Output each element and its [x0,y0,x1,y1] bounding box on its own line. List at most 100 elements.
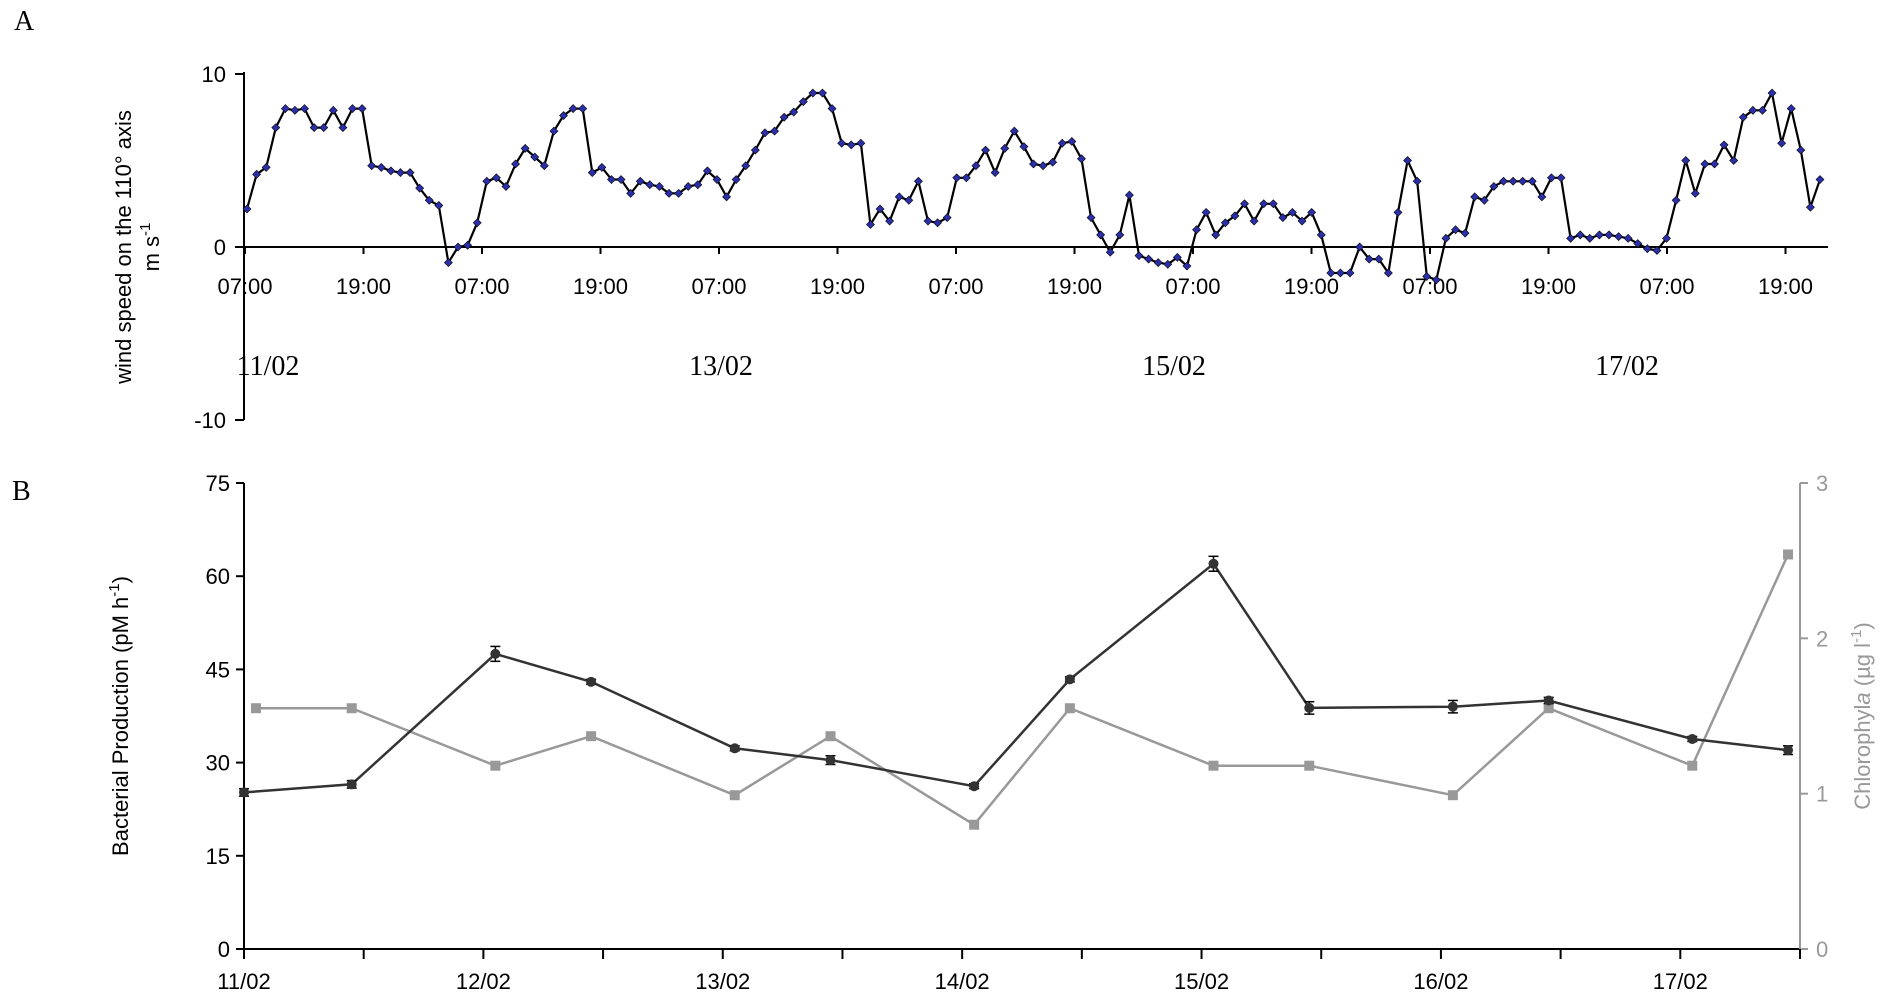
panel-a-wind-point [1307,207,1317,217]
panel-a-wind-point [1240,199,1249,209]
panel-a-wind-point [1556,173,1566,183]
panel-a-wind-point [348,104,357,114]
panel-a-wind-point [913,176,923,186]
panel-a-wind-point [1403,156,1412,165]
panel-a-wind-point [933,218,943,228]
chlorophyll-point [250,703,261,714]
panel-a-wind-point [1326,268,1336,278]
bacterial-production-point [969,781,980,792]
panel-a-wind-point [1124,190,1134,200]
panel-a-time-tick-label: 19:00 [336,274,391,299]
panel-a-wind-point [1297,216,1307,226]
panel-a-wind-point [818,88,827,98]
panel-b-left-tick-label: 0 [218,937,230,962]
panel-a-wind-point [357,104,367,114]
bacterial-production-point [1064,674,1075,685]
panel-a-wind-point [1527,176,1537,186]
panel-a-wind-point [1172,252,1182,262]
panel-b-series [239,549,1794,830]
panel-a-wind-point [328,105,338,115]
panel-a-wind-point [981,145,990,155]
panel-a-wind-point [1767,88,1777,98]
panel-a-wind-point [1096,230,1106,240]
panel-a-time-tick-label: 07:00 [691,274,746,299]
panel-a-wind-point [885,216,895,226]
panel-a-wind-point [1038,161,1048,171]
panel-b-y2label: Chlorophyla (µg l-1) [1848,622,1875,809]
chlorophyll-point [1064,703,1075,714]
panel-a-time-tick-label: 19:00 [573,274,628,299]
panel-a-wind-point [731,175,741,184]
panel-a-wind-point [376,162,386,172]
chlorophyll-point [969,819,980,830]
panel-a-ylabel-unit-sup: -1 [137,223,154,236]
panel-a-wind-point [1288,207,1297,217]
panel-a-wind-point [607,175,616,184]
panel-a-wind-point [415,183,425,193]
panel-a-wind-point [1431,275,1441,285]
panel-a-wind-point [952,173,962,183]
panel-a-wind-point [923,216,933,226]
panel-b-y2label-unit: (µg l [1850,643,1875,692]
panel-a-time-tick-label: 19:00 [810,274,865,299]
panel-b-y2label-prefix: Chlorophyl [1850,705,1875,810]
panel-a-wind-point [396,168,405,178]
panel-a-wind-point [990,168,1000,178]
panel-a-wind-point [664,188,674,198]
panel-a-wind-point [722,192,731,202]
panel-a-wind-point [1729,156,1739,165]
panel-a-wind-point [1710,159,1719,169]
bacterial-production-point [1447,701,1458,712]
panel-a-wind-point [271,123,281,133]
panel-a-date-label: 15/02 [1142,351,1206,382]
panel-a-wind-point [491,173,501,183]
panel-a-wind-point [1441,233,1451,243]
panel-a-wind-point [1479,195,1489,205]
panel-a-wind-point [683,182,693,191]
panel-a-wind-point [1115,230,1125,240]
panel-a-wind-point [779,112,789,122]
panel-b-x-tick-label: 16/02 [1413,969,1468,994]
panel-a-wind-point [770,126,779,136]
panel-a-wind-point [386,166,396,176]
panel-a-wind-point [1249,216,1259,226]
panel-a-wind-point [1230,211,1240,221]
panel-a-wind-point [1383,268,1393,278]
panel-a-wind-point [1460,228,1470,238]
panel-a-wind-point [1086,213,1096,223]
panel-a-wind-point [1786,104,1796,114]
chlorophyll-point [825,731,836,742]
panel-a-wind-point [1192,225,1201,235]
panel-a-wind-point [1652,246,1662,255]
panel-a-wind-point [1796,145,1806,155]
panel-a-wind-point [1153,258,1163,267]
panel-a-wind-point [1105,247,1115,257]
panel-a-wind-point [1374,254,1384,264]
panel-a-wind-point [1470,192,1480,202]
panel-b-ylabel: Bacterial Production (pM h-1) [106,576,133,856]
panel-a-wind-point [1623,233,1633,243]
bacterial-production-point [825,755,836,766]
panel-a-wind-point [1201,207,1211,217]
panel-a-wind-point [338,123,348,133]
panel-a-wind-point [424,195,434,205]
panel-a-ylabel-unit: m s [139,236,164,271]
panel-b-y2label-sup: -1 [1848,630,1865,643]
bacterial-production-line [243,561,1789,794]
panel-a-wind-point [290,105,300,115]
panel-a-wind-point [1537,192,1547,202]
panel-a-time-tick-label: 07:00 [1165,274,1220,299]
panel-a-wind-point [319,123,329,133]
panel-b-x-tick-label: 13/02 [695,969,750,994]
panel-a-wind-point [1642,244,1652,254]
panel-a-wind-point [741,161,751,171]
panel-a-wind-point [1489,182,1499,191]
panel-a-wind-point [1451,225,1460,235]
panel-a-wind-point [904,195,914,205]
panel-a-ytick-label-0: 0 [214,235,226,260]
panel-a-wind-point [463,240,473,250]
panel-b-left-tick-label: 45 [206,657,230,682]
bacterial-production-point [490,648,501,659]
panel-a-wind-point [1585,233,1595,243]
